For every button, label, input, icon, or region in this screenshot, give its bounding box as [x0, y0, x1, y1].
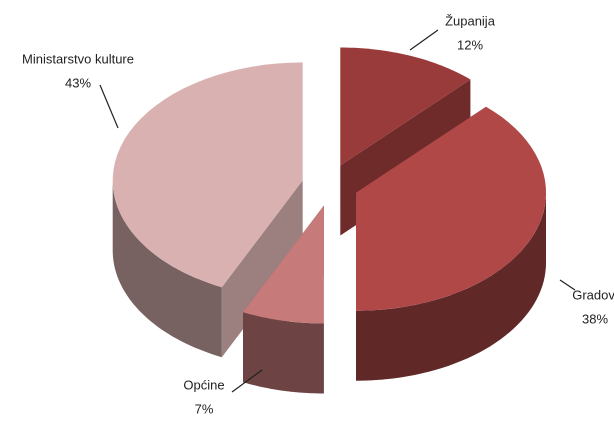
leader-line: [99, 84, 119, 129]
value-label: 12%: [457, 37, 483, 52]
slice-group: [356, 106, 546, 381]
slice: [340, 47, 471, 166]
value-label: 43%: [65, 75, 91, 90]
leader-line: [559, 279, 576, 291]
pie: [112, 47, 546, 394]
slice: [356, 106, 546, 311]
slice: [243, 205, 324, 324]
value-label: 7%: [195, 401, 214, 416]
category-label: Županija: [445, 13, 496, 28]
slice-side: [221, 180, 303, 358]
value-label: 38%: [582, 311, 608, 326]
category-label: Ministarstvo kulture: [22, 51, 134, 66]
slice-wall: [243, 312, 324, 394]
slice-group: [112, 62, 303, 358]
category-label: Gradovi: [572, 287, 614, 302]
slice-group: [243, 205, 324, 394]
labels: Županija 12% Gradovi 38% Općine 7% Ministarstv…: [22, 13, 614, 416]
slice: [112, 62, 303, 288]
category-label: Općine: [183, 377, 224, 392]
slice-wall: [356, 192, 546, 381]
leader-line: [409, 29, 439, 51]
leader-line: [231, 369, 263, 393]
slice-wall: [112, 180, 222, 358]
